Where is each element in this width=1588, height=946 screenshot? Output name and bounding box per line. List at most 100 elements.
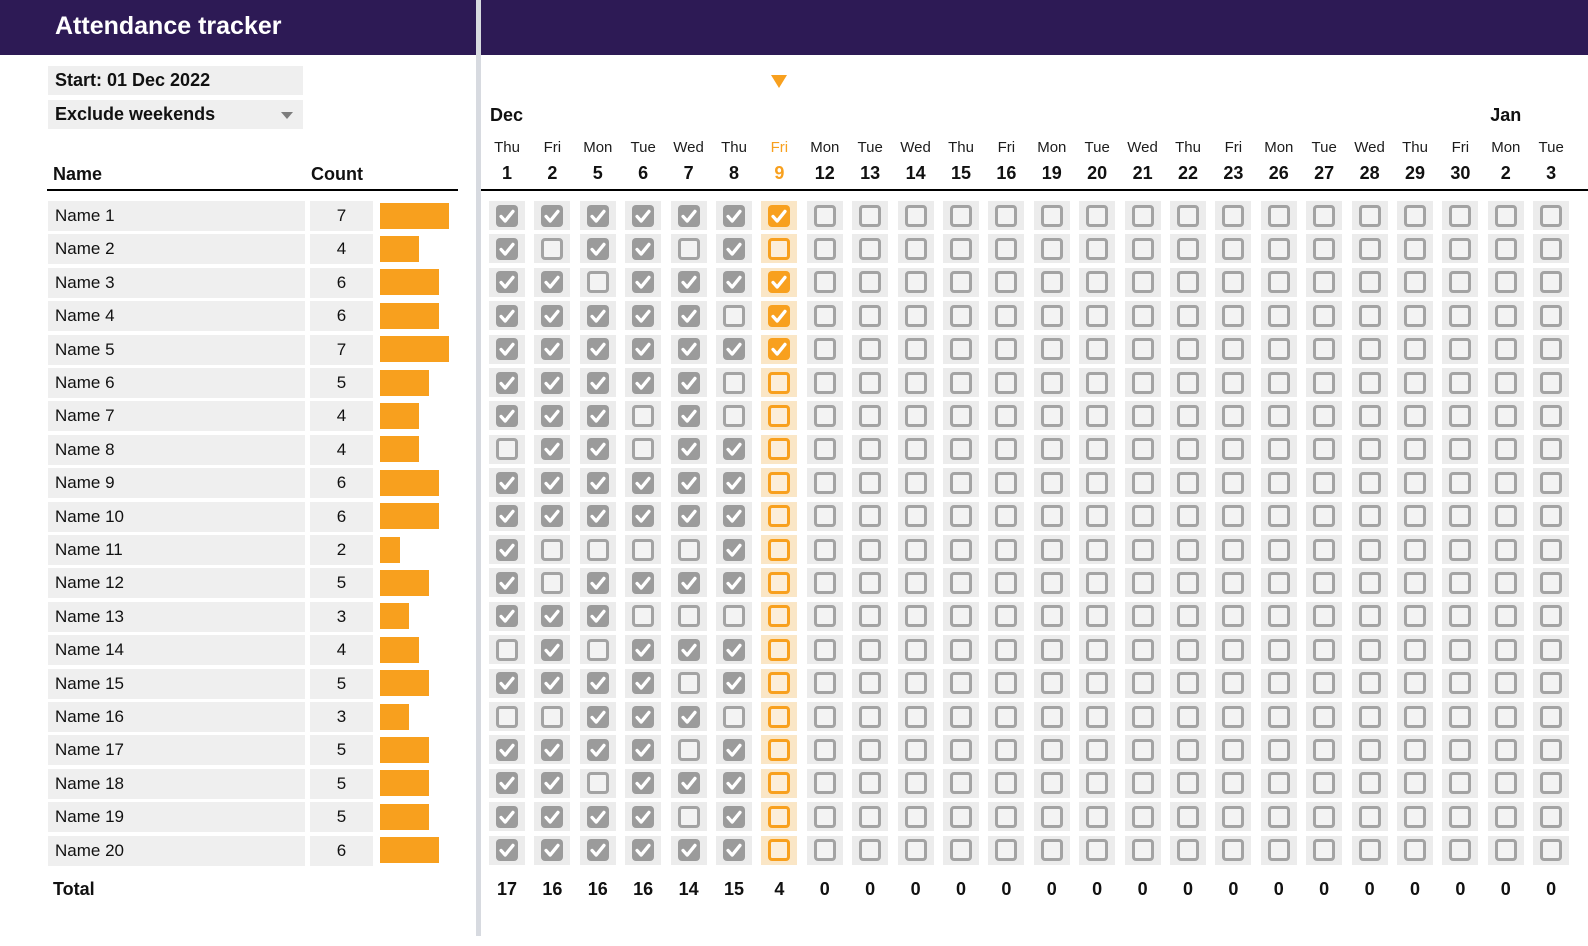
attendance-checkbox-unchecked[interactable] — [859, 772, 882, 795]
attendance-checkbox-unchecked[interactable] — [859, 338, 882, 361]
attendance-checkbox-unchecked[interactable] — [1313, 371, 1336, 394]
attendance-checkbox-unchecked[interactable] — [1449, 538, 1472, 561]
attendance-checkbox-unchecked[interactable] — [1177, 705, 1199, 728]
attendance-checkbox-unchecked[interactable] — [1222, 338, 1245, 361]
attendance-checkbox-unchecked[interactable] — [1358, 505, 1381, 528]
attendance-checkbox-unchecked[interactable] — [904, 839, 927, 862]
attendance-checkbox-unchecked[interactable] — [1267, 505, 1290, 528]
attendance-checkbox-checked[interactable] — [586, 505, 609, 528]
attendance-checkbox-unchecked[interactable] — [995, 705, 1018, 728]
attendance-checkbox-checked[interactable] — [723, 638, 745, 661]
attendance-checkbox-unchecked[interactable] — [1313, 471, 1336, 494]
attendance-checkbox-unchecked[interactable] — [1449, 304, 1472, 327]
attendance-checkbox-unchecked[interactable] — [1267, 705, 1290, 728]
attendance-checkbox-unchecked[interactable] — [1040, 571, 1063, 594]
attendance-checkbox-checked[interactable] — [586, 438, 609, 461]
attendance-checkbox-checked[interactable] — [586, 738, 609, 761]
name-cell[interactable]: Name 12 — [48, 568, 305, 599]
attendance-checkbox-unchecked[interactable] — [995, 605, 1018, 628]
attendance-checkbox-unchecked[interactable] — [1222, 404, 1245, 427]
attendance-checkbox-unchecked[interactable] — [1449, 672, 1472, 695]
attendance-checkbox-unchecked[interactable] — [813, 672, 836, 695]
attendance-checkbox-unchecked[interactable] — [1449, 404, 1472, 427]
attendance-checkbox-unchecked[interactable] — [1086, 505, 1109, 528]
attendance-checkbox-checked[interactable] — [677, 638, 700, 661]
attendance-checkbox-unchecked[interactable] — [1040, 805, 1063, 828]
attendance-checkbox-unchecked[interactable] — [1040, 404, 1063, 427]
attendance-checkbox-unchecked[interactable] — [1177, 839, 1199, 862]
attendance-checkbox-unchecked[interactable] — [1404, 705, 1426, 728]
attendance-checkbox-checked[interactable] — [632, 705, 655, 728]
attendance-checkbox-unchecked[interactable] — [1177, 538, 1199, 561]
attendance-checkbox-unchecked[interactable] — [1540, 304, 1563, 327]
attendance-checkbox-unchecked[interactable] — [1131, 839, 1154, 862]
attendance-checkbox-unchecked[interactable] — [1313, 705, 1336, 728]
attendance-checkbox-checked[interactable] — [632, 304, 655, 327]
attendance-checkbox-checked[interactable] — [723, 237, 745, 260]
attendance-checkbox-unchecked[interactable] — [768, 805, 791, 828]
name-cell[interactable]: Name 11 — [48, 535, 305, 565]
attendance-checkbox-unchecked[interactable] — [1494, 204, 1517, 227]
attendance-checkbox-unchecked[interactable] — [541, 705, 564, 728]
attendance-checkbox-unchecked[interactable] — [1177, 738, 1199, 761]
attendance-checkbox-unchecked[interactable] — [904, 705, 927, 728]
attendance-checkbox-unchecked[interactable] — [1086, 404, 1109, 427]
attendance-checkbox-unchecked[interactable] — [1313, 237, 1336, 260]
attendance-checkbox-unchecked[interactable] — [904, 672, 927, 695]
attendance-checkbox-unchecked[interactable] — [1177, 638, 1199, 661]
name-cell[interactable]: Name 3 — [48, 267, 305, 298]
attendance-checkbox-checked[interactable] — [723, 505, 745, 528]
attendance-checkbox-unchecked[interactable] — [1177, 237, 1199, 260]
attendance-checkbox-unchecked[interactable] — [995, 438, 1018, 461]
attendance-checkbox-unchecked[interactable] — [950, 672, 972, 695]
attendance-checkbox-unchecked[interactable] — [904, 805, 927, 828]
attendance-checkbox-unchecked[interactable] — [1267, 304, 1290, 327]
attendance-checkbox-unchecked[interactable] — [1404, 805, 1426, 828]
attendance-checkbox-checked[interactable] — [677, 371, 700, 394]
attendance-checkbox-unchecked[interactable] — [1086, 371, 1109, 394]
attendance-checkbox-checked[interactable] — [541, 805, 564, 828]
attendance-checkbox-checked[interactable] — [632, 204, 655, 227]
attendance-checkbox-unchecked[interactable] — [1494, 237, 1517, 260]
attendance-checkbox-unchecked[interactable] — [1222, 738, 1245, 761]
attendance-checkbox-checked[interactable] — [496, 237, 518, 260]
attendance-checkbox-unchecked[interactable] — [1540, 672, 1563, 695]
attendance-checkbox-checked[interactable] — [496, 605, 518, 628]
attendance-checkbox-checked[interactable] — [632, 371, 655, 394]
attendance-checkbox-unchecked[interactable] — [1404, 204, 1426, 227]
attendance-checkbox-unchecked[interactable] — [1131, 404, 1154, 427]
attendance-checkbox-unchecked[interactable] — [1494, 638, 1517, 661]
attendance-checkbox-checked[interactable] — [723, 805, 745, 828]
attendance-checkbox-unchecked[interactable] — [1086, 705, 1109, 728]
attendance-checkbox-unchecked[interactable] — [1040, 338, 1063, 361]
attendance-checkbox-unchecked[interactable] — [859, 605, 882, 628]
attendance-checkbox-unchecked[interactable] — [1040, 772, 1063, 795]
attendance-checkbox-unchecked[interactable] — [1540, 505, 1563, 528]
attendance-checkbox-unchecked[interactable] — [859, 237, 882, 260]
attendance-checkbox-unchecked[interactable] — [1494, 404, 1517, 427]
attendance-checkbox-unchecked[interactable] — [768, 471, 791, 494]
attendance-checkbox-unchecked[interactable] — [995, 571, 1018, 594]
attendance-checkbox-unchecked[interactable] — [1449, 772, 1472, 795]
attendance-checkbox-checked[interactable] — [723, 839, 745, 862]
attendance-checkbox-unchecked[interactable] — [1222, 605, 1245, 628]
attendance-checkbox-unchecked[interactable] — [1540, 237, 1563, 260]
attendance-checkbox-unchecked[interactable] — [1267, 738, 1290, 761]
attendance-checkbox-unchecked[interactable] — [1494, 805, 1517, 828]
attendance-checkbox-checked[interactable] — [541, 338, 564, 361]
attendance-checkbox-unchecked[interactable] — [1131, 271, 1154, 294]
attendance-checkbox-unchecked[interactable] — [677, 672, 700, 695]
attendance-checkbox-unchecked[interactable] — [1177, 571, 1199, 594]
attendance-checkbox-unchecked[interactable] — [1131, 204, 1154, 227]
attendance-checkbox-unchecked[interactable] — [1131, 772, 1154, 795]
attendance-checkbox-unchecked[interactable] — [1540, 705, 1563, 728]
attendance-checkbox-unchecked[interactable] — [1131, 705, 1154, 728]
attendance-checkbox-unchecked[interactable] — [950, 805, 972, 828]
attendance-checkbox-checked[interactable] — [496, 571, 518, 594]
attendance-checkbox-unchecked[interactable] — [1267, 271, 1290, 294]
attendance-checkbox-unchecked[interactable] — [1222, 672, 1245, 695]
attendance-checkbox-unchecked[interactable] — [1222, 839, 1245, 862]
name-cell[interactable]: Name 16 — [48, 702, 305, 732]
attendance-checkbox-unchecked[interactable] — [1404, 271, 1426, 294]
attendance-checkbox-unchecked[interactable] — [1040, 304, 1063, 327]
